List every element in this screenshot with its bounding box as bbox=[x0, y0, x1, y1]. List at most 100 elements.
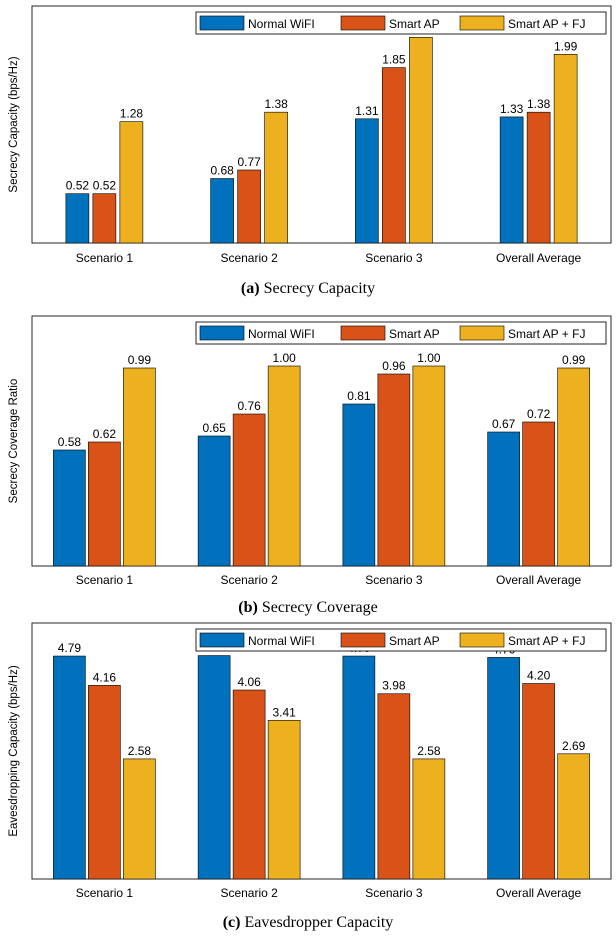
bar-smart-ap bbox=[522, 421, 555, 567]
bar-value-label: 2.69 bbox=[562, 739, 586, 753]
x-tick-label: Scenario 2 bbox=[220, 573, 278, 587]
y-axis-label: Eavesdropping Capacity (bps/Hz) bbox=[8, 665, 20, 836]
plot-area bbox=[31, 5, 612, 244]
bar-smart-ap-fj bbox=[412, 758, 446, 880]
bar-value-label: 0.99 bbox=[562, 353, 586, 367]
caption-b: (b) Secrecy Coverage bbox=[0, 599, 616, 617]
caption-a: (a) Secrecy Capacity bbox=[0, 280, 616, 298]
bar-value-label: 4.79 bbox=[58, 641, 82, 655]
x-tick-label: Scenario 3 bbox=[365, 886, 423, 900]
bar-normal-wifi bbox=[197, 435, 231, 567]
legend-swatch-smart-ap bbox=[340, 632, 386, 648]
legend-label: Normal WiFI bbox=[248, 17, 315, 31]
bar-value-label: 1.28 bbox=[120, 107, 144, 121]
bar-value-label: 3.98 bbox=[382, 679, 406, 693]
x-tick-label: Overall Average bbox=[496, 573, 581, 587]
caption-b-tag: (b) bbox=[238, 599, 258, 616]
chart-secrecy-capacity: Secrecy Capacity (bps/Hz) Scenario 1 0.52 0… bbox=[0, 0, 616, 270]
bar-normal-wifi bbox=[197, 655, 231, 880]
legend-label: Smart AP + FJ bbox=[508, 634, 585, 648]
chart-eavesdropper-capacity: Eavesdropping Capacity (bps/Hz) Scenario … bbox=[0, 617, 616, 912]
bar-smart-ap-fj bbox=[123, 367, 156, 567]
y-axis-label: Secrecy Capacity (bps/Hz) bbox=[8, 56, 20, 192]
bar-value-label: 0.68 bbox=[210, 164, 234, 178]
y-axis-label: Secrecy Coverage Ratio bbox=[8, 379, 20, 504]
bar-value-label: 1.38 bbox=[527, 97, 551, 111]
x-tick-label: Scenario 1 bbox=[76, 251, 134, 265]
legend-swatch-normal-wifi bbox=[199, 632, 245, 648]
bar-value-label: 0.96 bbox=[382, 359, 406, 373]
bar-normal-wifi bbox=[53, 655, 86, 880]
bar-value-label: 0.76 bbox=[237, 399, 261, 413]
bar-value-label: 3.41 bbox=[272, 705, 296, 719]
bar-smart-ap-fj bbox=[264, 111, 288, 244]
bar-value-label: 0.52 bbox=[66, 179, 90, 193]
bar-value-label: 1.99 bbox=[554, 39, 578, 53]
caption-c-tag: (c) bbox=[222, 914, 241, 931]
bar-smart-ap-fj bbox=[412, 365, 446, 567]
caption-a-tag: (a) bbox=[240, 280, 260, 297]
x-tick-label: Scenario 2 bbox=[220, 886, 278, 900]
legend-label: Smart AP bbox=[389, 17, 440, 31]
bar-value-label: 0.58 bbox=[58, 435, 82, 449]
eavesdropper-capacity-plot: Eavesdropping Capacity (bps/Hz) Scenario … bbox=[8, 622, 612, 900]
bar-value-label: 0.62 bbox=[93, 427, 117, 441]
legend-swatch-smart-ap-fj bbox=[459, 325, 505, 341]
bar-value-label: 1.00 bbox=[417, 351, 441, 365]
legend-label: Smart AP + FJ bbox=[508, 327, 585, 341]
legend-swatch-smart-ap-fj bbox=[459, 15, 505, 31]
legend-swatch-normal-wifi bbox=[199, 325, 245, 341]
bar-value-label: 4.06 bbox=[237, 675, 261, 689]
legend-label: Smart AP bbox=[389, 327, 440, 341]
bar-smart-ap-fj bbox=[409, 36, 433, 244]
legend: Normal WiFI Smart AP Smart AP + FJ bbox=[195, 628, 607, 652]
secrecy-coverage-plot: Secrecy Coverage Ratio Scenario 1 0.58 0.62… bbox=[8, 315, 612, 587]
bar-value-label: 1.31 bbox=[355, 104, 379, 118]
legend-label: Normal WiFI bbox=[248, 634, 315, 648]
bar-normal-wifi bbox=[499, 116, 524, 244]
legend: Normal WiFI Smart AP Smart AP + FJ bbox=[195, 11, 607, 35]
bar-smart-ap-fj bbox=[119, 121, 144, 244]
bar-value-label: 0.81 bbox=[347, 389, 371, 403]
bar-value-label: 1.38 bbox=[264, 97, 288, 111]
bar-smart-ap bbox=[377, 373, 411, 567]
legend-label: Smart AP bbox=[389, 634, 440, 648]
bar-smart-ap-fj bbox=[553, 54, 578, 244]
x-tick-label: Scenario 1 bbox=[76, 573, 134, 587]
bar-smart-ap bbox=[382, 67, 406, 244]
bar-smart-ap-fj bbox=[123, 758, 156, 880]
bar-smart-ap bbox=[526, 111, 551, 244]
bar-smart-ap-fj bbox=[557, 367, 590, 567]
bar-smart-ap-fj bbox=[267, 365, 301, 567]
bar-value-label: 0.77 bbox=[237, 155, 261, 169]
bar-value-label: 0.65 bbox=[202, 421, 226, 435]
caption-c: (c) Eavesdropper Capacity bbox=[0, 914, 616, 932]
bar-normal-wifi bbox=[210, 178, 234, 244]
bar-normal-wifi bbox=[342, 403, 376, 567]
x-tick-label: Overall Average bbox=[496, 886, 581, 900]
legend-swatch-normal-wifi bbox=[199, 15, 245, 31]
bar-smart-ap bbox=[232, 689, 266, 880]
x-tick-label: Scenario 1 bbox=[76, 886, 134, 900]
bar-value-label: 4.16 bbox=[93, 670, 117, 684]
legend-label: Normal WiFI bbox=[248, 327, 315, 341]
x-tick-label: Overall Average bbox=[496, 251, 581, 265]
x-tick-label: Scenario 3 bbox=[365, 251, 423, 265]
caption-c-text: Eavesdropper Capacity bbox=[244, 914, 394, 931]
legend-swatch-smart-ap bbox=[340, 325, 386, 341]
bar-normal-wifi bbox=[487, 657, 520, 880]
legend-label: Smart AP + FJ bbox=[508, 17, 585, 31]
caption-b-text: Secrecy Coverage bbox=[261, 599, 378, 616]
bar-value-label: 1.00 bbox=[272, 351, 296, 365]
bar-value-label: 2.58 bbox=[128, 744, 152, 758]
legend-swatch-smart-ap-fj bbox=[459, 632, 505, 648]
x-tick-label: Scenario 2 bbox=[220, 251, 278, 265]
bar-value-label: 2.58 bbox=[417, 744, 441, 758]
bar-value-label: 0.72 bbox=[527, 407, 551, 421]
bar-value-label: 0.67 bbox=[492, 417, 516, 431]
bar-value-label: 0.99 bbox=[128, 353, 152, 367]
chart-secrecy-coverage: Secrecy Coverage Ratio Scenario 1 0.58 0.62… bbox=[0, 310, 616, 600]
bar-smart-ap bbox=[377, 693, 411, 880]
bar-smart-ap bbox=[88, 441, 121, 567]
caption-a-text: Secrecy Capacity bbox=[263, 280, 376, 297]
